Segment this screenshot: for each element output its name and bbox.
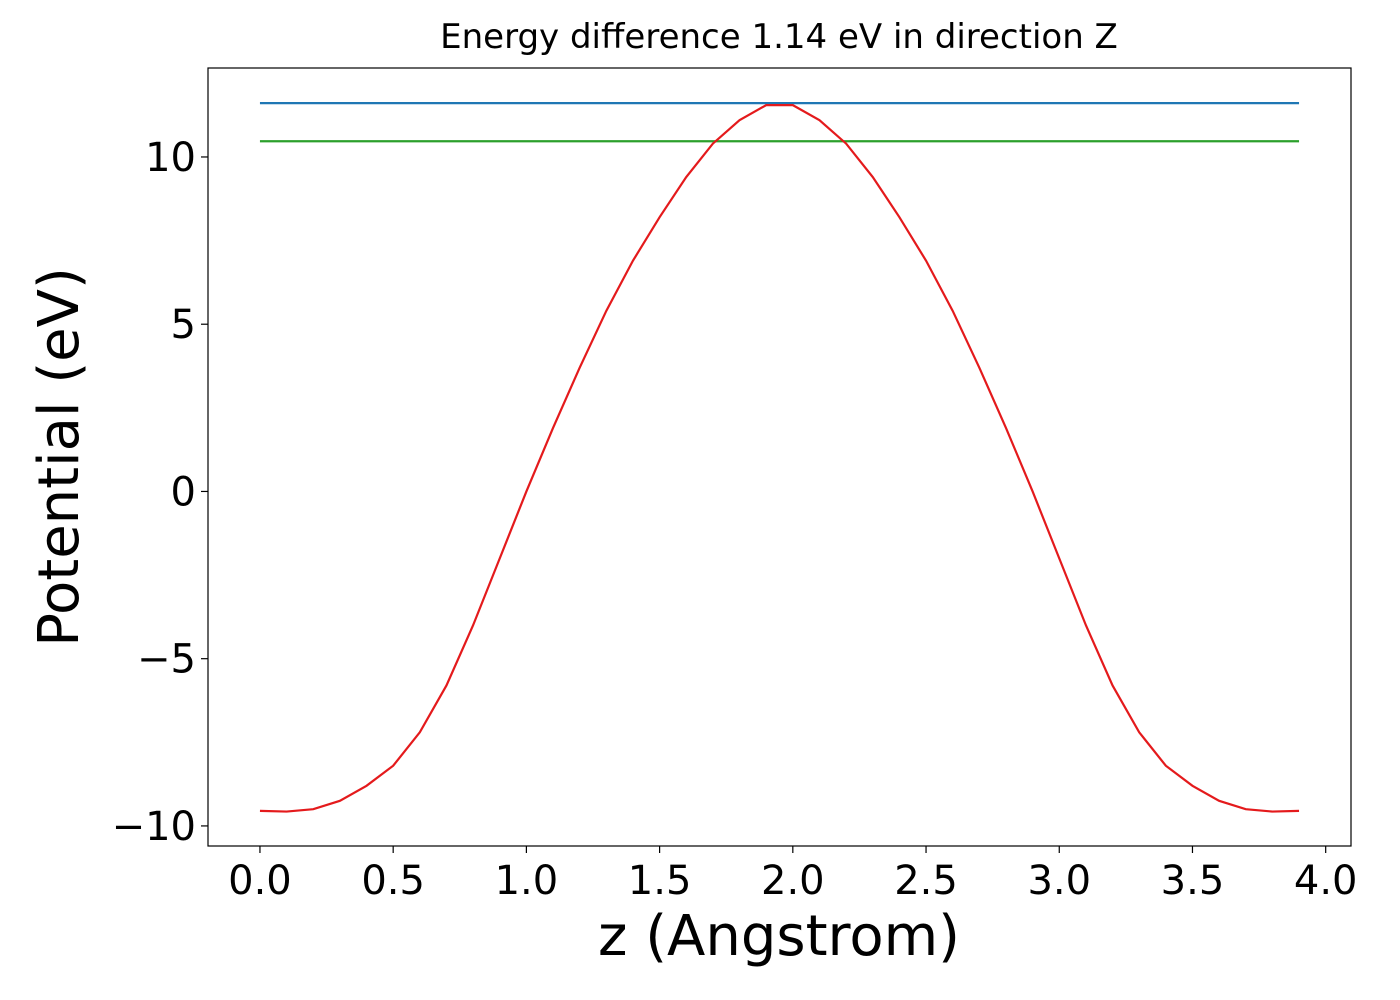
x-tick-label: 2.0 (761, 858, 825, 904)
y-tick-label: −10 (112, 804, 196, 850)
chart-title: Energy difference 1.14 eV in direction Z (440, 17, 1118, 57)
x-tick-label: 1.5 (628, 858, 692, 904)
x-tick-label: 4.0 (1294, 858, 1358, 904)
y-axis-label: Potential (eV) (27, 267, 92, 647)
x-tick-label: 3.5 (1161, 858, 1225, 904)
plot-frame (207, 67, 1352, 847)
y-tick-label: −5 (137, 637, 196, 683)
x-tick-label: 0.5 (361, 858, 425, 904)
x-axis-label: z (Angstrom) (598, 904, 960, 969)
y-tick-label: 10 (145, 135, 196, 181)
y-tick-label: 5 (171, 302, 196, 348)
x-tick-label: 3.0 (1027, 858, 1091, 904)
x-tick-label: 1.0 (495, 858, 559, 904)
y-tick-label: 0 (171, 469, 196, 515)
x-tick-label: 0.0 (228, 858, 292, 904)
x-tick-label: 2.5 (894, 858, 958, 904)
line-series (259, 104, 1300, 813)
